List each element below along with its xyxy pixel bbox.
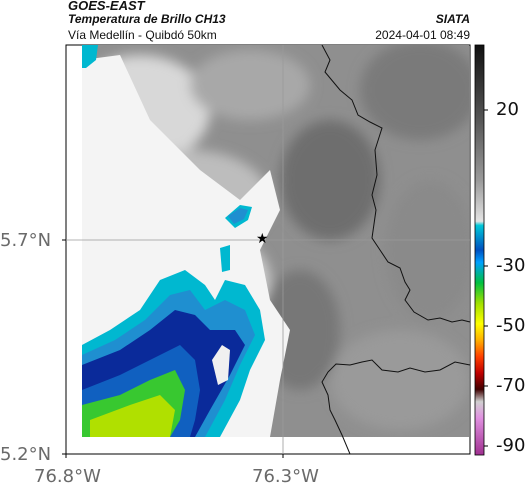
brightness-temperature-field (82, 45, 469, 437)
department-boundary-south (321, 359, 471, 455)
lon-tick-label: 76.3°W (252, 466, 319, 487)
org-label: SIATA (435, 12, 470, 26)
department-boundary-north (321, 44, 471, 323)
cb-tick-label: -70 (496, 375, 526, 396)
colorbar (474, 44, 485, 456)
lat-tick-label: 5.7°N (0, 230, 52, 251)
cb-tick-label: -30 (496, 255, 526, 276)
datetime-label: 2024-04-01 08:49 (375, 28, 470, 42)
lat-tick-label: 5.2°N (0, 444, 52, 465)
cb-tick-label: -50 (496, 315, 526, 336)
cb-tick-label: -90 (496, 435, 526, 456)
cb-tick-label: 20 (496, 99, 519, 120)
product-title: Temperatura de Brillo CH13 (68, 12, 226, 26)
lon-tick-label: 76.8°W (34, 466, 101, 487)
station-star-icon: ★ (256, 230, 269, 246)
satellite-title: GOES-EAST (68, 0, 145, 13)
region-label: Vía Medellín - Quibdó 50km (68, 28, 217, 42)
